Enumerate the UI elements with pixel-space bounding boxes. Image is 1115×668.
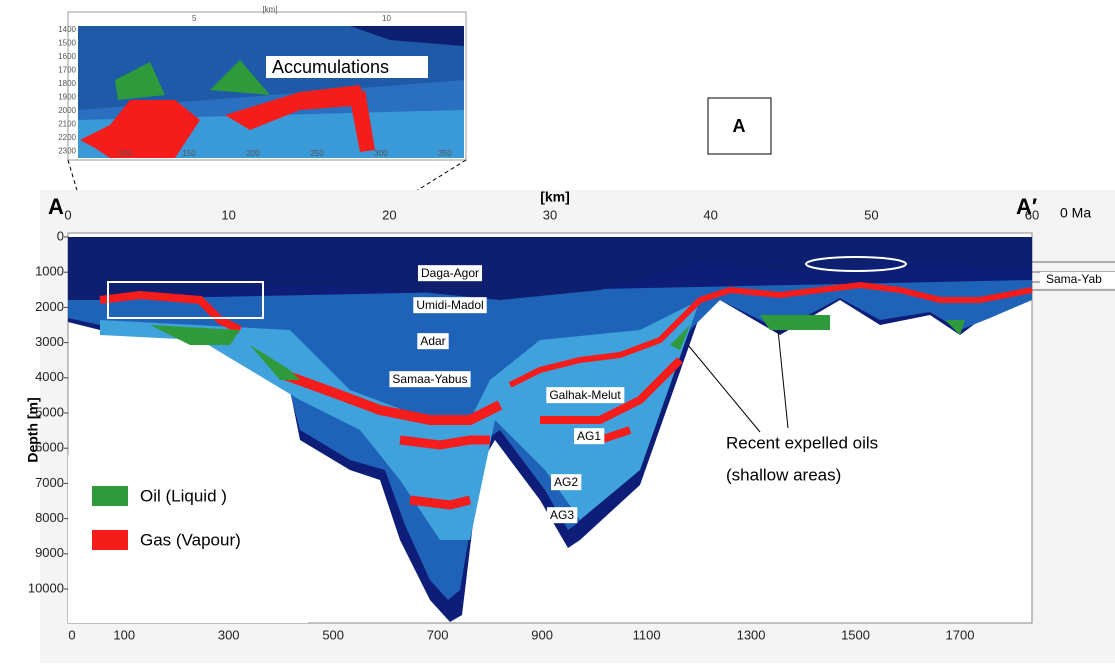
inset-tick-label: 250 xyxy=(310,149,324,158)
y-tick-label: 6000 xyxy=(35,440,64,455)
inset-tick-label: 200 xyxy=(246,149,260,158)
inset-tick-label: 1400 xyxy=(58,25,76,34)
layer-label: Galhak-Melut xyxy=(549,388,621,402)
y-tick-label: 10000 xyxy=(28,580,64,595)
oil-zone xyxy=(760,315,830,330)
bottom-tick-label: 700 xyxy=(427,627,449,642)
annotation: Recent expelled oils xyxy=(726,433,878,452)
layer-label: AG1 xyxy=(577,429,601,443)
legend-label: Gas (Vapour) xyxy=(140,530,241,549)
bottom-tick-label: 900 xyxy=(531,627,553,642)
y-tick-label: 2000 xyxy=(35,299,64,314)
inset-tick-label: 300 xyxy=(374,149,388,158)
bottom-tick-label: 500 xyxy=(322,627,344,642)
inset-tick-label: 1800 xyxy=(58,79,76,88)
inset-tick-label: 1500 xyxy=(58,39,76,48)
inset-tick-label: 10 xyxy=(382,14,391,23)
inset-tick-label: 2200 xyxy=(58,133,76,142)
inset-title: Accumulations xyxy=(272,57,389,77)
inset-tick-label: 2100 xyxy=(58,120,76,129)
layer-label: Samaa-Yabus xyxy=(392,372,467,386)
start-label: A xyxy=(48,194,64,219)
top-tick-label: 40 xyxy=(703,207,717,222)
inset-tick-label: 2300 xyxy=(58,147,76,156)
bottom-tick-label: 0 xyxy=(68,627,75,642)
y-tick-label: 9000 xyxy=(35,545,64,560)
inset-tick-label: 100 xyxy=(118,149,132,158)
layer-label: Umidi-Madol xyxy=(416,298,483,312)
top-tick-label: 50 xyxy=(864,207,878,222)
y-tick-label: 7000 xyxy=(35,475,64,490)
legend-label: Oil (Liquid ) xyxy=(140,486,227,505)
inset-tick-label: 5 xyxy=(192,14,197,23)
bottom-tick-label: 1300 xyxy=(737,627,766,642)
inset-unit: [km] xyxy=(262,5,277,14)
gas-zone xyxy=(400,440,490,445)
top-tick-label: 20 xyxy=(382,207,396,222)
annotation: (shallow areas) xyxy=(726,465,841,484)
figure: Accumulations [km] 510140015001600170018… xyxy=(0,0,1115,663)
bottom-tick-label: 1500 xyxy=(841,627,870,642)
layer-label: Daga-Agor xyxy=(421,266,479,280)
top-axis-label: [km] xyxy=(540,189,570,205)
bottom-tick-label: 300 xyxy=(218,627,240,642)
y-tick-label: 3000 xyxy=(35,334,64,349)
layer-label: AG2 xyxy=(554,475,578,489)
bottom-tick-label: 1700 xyxy=(946,627,975,642)
inset-tick-label: 1700 xyxy=(58,66,76,75)
bottom-tick-label: 100 xyxy=(113,627,135,642)
inset-tick-label: 1900 xyxy=(58,93,76,102)
inset-tick-label: 150 xyxy=(182,149,196,158)
top-tick-label: 10 xyxy=(221,207,235,222)
bottom-tick-label: 1100 xyxy=(633,627,661,642)
inset-tick-label: 2000 xyxy=(58,106,76,115)
layer-label: Adar xyxy=(420,334,445,348)
inset-tick-label: 350 xyxy=(438,149,452,158)
gas-zone xyxy=(410,500,470,505)
y-tick-label: 4000 xyxy=(35,369,64,384)
layer-label: AG3 xyxy=(550,508,574,522)
legend-swatch xyxy=(92,530,128,550)
y-tick-label: 0 xyxy=(57,228,64,243)
legend-swatch xyxy=(92,486,128,506)
inset-tick-label: 1600 xyxy=(58,52,76,61)
y-tick-label: 8000 xyxy=(35,510,64,525)
panel-label: A xyxy=(733,116,746,136)
side-label: Sama-Yab xyxy=(1046,272,1102,286)
top-tick-label: 60 xyxy=(1025,207,1039,222)
y-tick-label: 1000 xyxy=(35,264,64,279)
age-label: 0 Ma xyxy=(1060,205,1091,221)
y-tick-label: 5000 xyxy=(35,404,64,419)
top-tick-label: 30 xyxy=(543,207,557,222)
top-tick-label: 0 xyxy=(64,207,71,222)
